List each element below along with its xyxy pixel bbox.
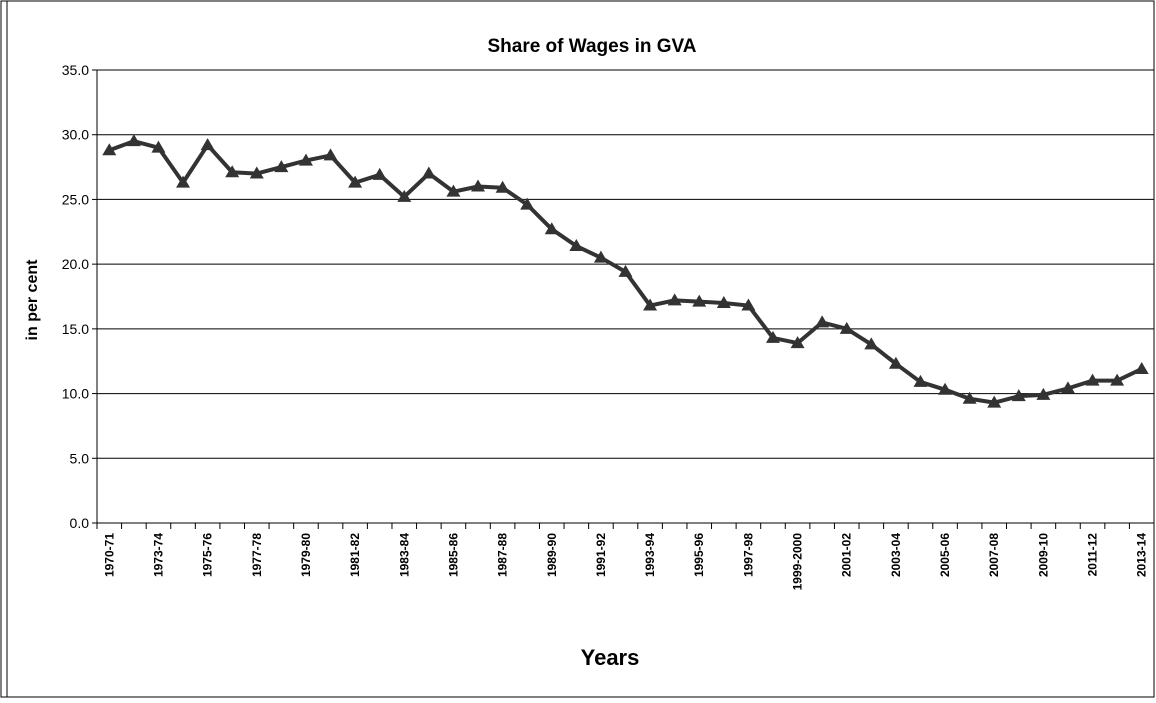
data-marker bbox=[102, 143, 117, 156]
data-marker bbox=[643, 298, 658, 311]
data-marker bbox=[520, 197, 535, 210]
data-marker bbox=[176, 175, 191, 188]
chart-title: Share of Wages in GVA bbox=[487, 36, 696, 57]
data-marker bbox=[987, 395, 1002, 408]
data-marker bbox=[790, 336, 805, 349]
x-tick-label: 1979-80 bbox=[299, 533, 313, 577]
data-marker bbox=[1060, 381, 1075, 394]
data-marker bbox=[249, 166, 264, 179]
y-tick-label: 15.0 bbox=[62, 321, 89, 337]
x-tick-label: 1987-88 bbox=[496, 533, 510, 577]
x-tick-label: 1989-90 bbox=[545, 533, 559, 577]
data-marker bbox=[372, 167, 387, 180]
x-tick-label: 1993-94 bbox=[643, 533, 657, 577]
data-marker bbox=[1134, 361, 1149, 374]
data-marker bbox=[225, 165, 240, 178]
x-tick-label: 1970-71 bbox=[102, 533, 116, 577]
data-marker bbox=[446, 184, 461, 197]
data-marker bbox=[888, 356, 903, 369]
x-tick-label: 2013-14 bbox=[1135, 533, 1149, 577]
x-tick-label: 1985-86 bbox=[446, 533, 460, 577]
y-tick-label: 20.0 bbox=[62, 256, 89, 272]
data-marker bbox=[323, 148, 338, 161]
data-marker bbox=[1110, 373, 1125, 386]
data-marker bbox=[544, 222, 559, 235]
y-tick-label: 10.0 bbox=[62, 386, 89, 402]
data-marker bbox=[397, 189, 412, 202]
x-tick-label: 2009-10 bbox=[1036, 533, 1050, 577]
y-tick-label: 0.0 bbox=[70, 515, 90, 531]
data-marker bbox=[274, 160, 289, 173]
x-tick-label: 1991-92 bbox=[594, 533, 608, 577]
data-marker bbox=[126, 134, 141, 147]
data-marker bbox=[593, 250, 608, 263]
x-tick-label: 2007-08 bbox=[987, 533, 1001, 577]
data-marker bbox=[765, 330, 780, 343]
x-tick-label: 1999-2000 bbox=[791, 533, 805, 591]
data-marker bbox=[913, 374, 928, 387]
data-marker bbox=[1085, 373, 1100, 386]
x-tick-label: 1977-78 bbox=[250, 533, 264, 577]
x-tick-label: 1973-74 bbox=[151, 533, 165, 577]
x-tick-label: 2003-04 bbox=[889, 533, 903, 577]
x-tick-label: 1983-84 bbox=[397, 533, 411, 577]
y-axis-label: in per cent bbox=[24, 259, 41, 341]
data-marker bbox=[741, 298, 756, 311]
y-tick-label: 35.0 bbox=[62, 62, 89, 78]
data-marker bbox=[692, 294, 707, 307]
y-tick-label: 25.0 bbox=[62, 191, 89, 207]
y-tick-label: 30.0 bbox=[62, 127, 89, 143]
data-marker bbox=[421, 166, 436, 179]
data-marker bbox=[962, 391, 977, 404]
data-marker bbox=[151, 140, 166, 153]
data-marker bbox=[1036, 387, 1051, 400]
x-tick-label: 1975-76 bbox=[201, 533, 215, 577]
x-tick-label: 2011-12 bbox=[1086, 533, 1100, 577]
data-marker bbox=[815, 315, 830, 328]
x-axis-label: Years bbox=[581, 645, 640, 670]
x-tick-label: 1995-96 bbox=[692, 533, 706, 577]
data-marker bbox=[298, 153, 313, 166]
data-marker bbox=[618, 264, 633, 277]
x-tick-label: 2005-06 bbox=[938, 533, 952, 577]
data-marker bbox=[471, 179, 486, 192]
x-tick-label: 2001-02 bbox=[840, 533, 854, 577]
data-marker bbox=[200, 138, 215, 151]
data-marker bbox=[938, 382, 953, 395]
y-tick-label: 5.0 bbox=[70, 450, 90, 466]
data-marker bbox=[1011, 389, 1026, 402]
x-tick-label: 1981-82 bbox=[348, 533, 362, 577]
data-marker bbox=[348, 175, 363, 188]
x-tick-label: 1997-98 bbox=[741, 533, 755, 577]
data-marker bbox=[716, 295, 731, 308]
data-marker bbox=[667, 293, 682, 306]
data-marker bbox=[839, 321, 854, 334]
data-marker bbox=[569, 239, 584, 252]
data-marker bbox=[495, 180, 510, 193]
data-marker bbox=[864, 337, 879, 350]
